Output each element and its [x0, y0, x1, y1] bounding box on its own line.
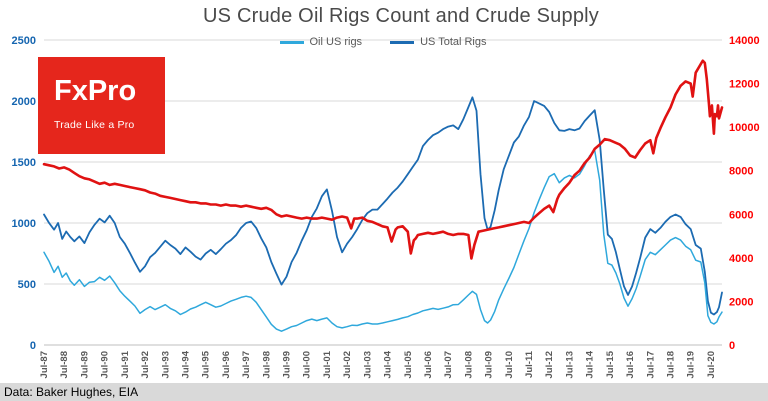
legend-label-us-total-rigs: US Total Rigs [420, 36, 487, 48]
svg-text:Jul-96: Jul-96 [221, 351, 232, 378]
svg-text:Jul-03: Jul-03 [362, 351, 373, 378]
svg-text:2000: 2000 [12, 96, 36, 108]
svg-text:Jul-20: Jul-20 [706, 351, 717, 378]
svg-text:Jul-13: Jul-13 [564, 351, 575, 378]
svg-text:0: 0 [729, 340, 735, 352]
legend-swatch-oil-us-rigs [279, 40, 304, 44]
svg-text:4000: 4000 [729, 253, 753, 265]
svg-text:Jul-05: Jul-05 [403, 350, 414, 378]
svg-text:14000: 14000 [729, 35, 760, 47]
fxpro-logo: FxPro Trade Like a Pro [38, 57, 165, 154]
legend-item-us-total-rigs: US Total Rigs [390, 36, 487, 48]
svg-text:Jul-19: Jul-19 [686, 351, 697, 378]
svg-text:Jul-99: Jul-99 [282, 351, 293, 378]
svg-text:Jul-01: Jul-01 [322, 350, 333, 378]
svg-text:6000: 6000 [729, 209, 753, 221]
svg-text:Jul-88: Jul-88 [59, 351, 70, 378]
svg-text:Jul-18: Jul-18 [666, 351, 677, 378]
svg-text:Jul-94: Jul-94 [181, 350, 192, 378]
svg-text:Jul-06: Jul-06 [423, 351, 434, 378]
chart-legend: Oil US rigs US Total Rigs [44, 36, 722, 48]
svg-text:Jul-90: Jul-90 [100, 351, 111, 378]
svg-text:Jul-92: Jul-92 [140, 351, 151, 378]
svg-text:Jul-14: Jul-14 [585, 350, 596, 378]
svg-text:Jul-17: Jul-17 [645, 351, 656, 378]
svg-text:Jul-09: Jul-09 [484, 351, 495, 378]
svg-text:8000: 8000 [729, 166, 753, 178]
svg-text:Jul-87: Jul-87 [39, 351, 50, 378]
svg-text:2500: 2500 [12, 35, 36, 47]
svg-text:Jul-16: Jul-16 [625, 351, 636, 378]
svg-text:1000: 1000 [12, 218, 36, 230]
svg-text:Jul-08: Jul-08 [463, 351, 474, 378]
svg-text:Jul-12: Jul-12 [544, 351, 555, 378]
svg-text:Jul-15: Jul-15 [605, 350, 616, 378]
legend-label-oil-us-rigs: Oil US rigs [309, 36, 363, 48]
svg-text:10000: 10000 [729, 122, 760, 134]
svg-text:500: 500 [18, 279, 36, 291]
legend-item-oil-us-rigs: Oil US rigs [279, 36, 363, 48]
svg-text:Jul-93: Jul-93 [160, 351, 171, 378]
svg-text:2000: 2000 [729, 296, 753, 308]
svg-text:Jul-95: Jul-95 [201, 350, 212, 378]
svg-text:Jul-02: Jul-02 [342, 351, 353, 378]
svg-text:1500: 1500 [12, 157, 36, 169]
svg-text:0: 0 [30, 340, 36, 352]
fxpro-logo-brand: FxPro [54, 75, 137, 107]
svg-text:Jul-89: Jul-89 [79, 351, 90, 378]
fxpro-logo-tagline: Trade Like a Pro [54, 119, 135, 131]
legend-swatch-us-total-rigs [390, 40, 415, 44]
svg-text:Jul-11: Jul-11 [524, 350, 535, 378]
svg-text:Jul-10: Jul-10 [504, 351, 515, 378]
data-source-footer: Data: Baker Hughes, EIA [0, 383, 768, 401]
svg-text:Jul-00: Jul-00 [302, 351, 313, 378]
svg-text:Jul-98: Jul-98 [261, 351, 272, 378]
svg-text:Jul-91: Jul-91 [120, 350, 131, 378]
svg-text:Jul-07: Jul-07 [443, 351, 454, 378]
chart-title: US Crude Oil Rigs Count and Crude Supply [203, 5, 599, 27]
svg-text:12000: 12000 [729, 79, 760, 91]
svg-text:Jul-04: Jul-04 [383, 350, 394, 378]
svg-text:Jul-97: Jul-97 [241, 351, 252, 378]
